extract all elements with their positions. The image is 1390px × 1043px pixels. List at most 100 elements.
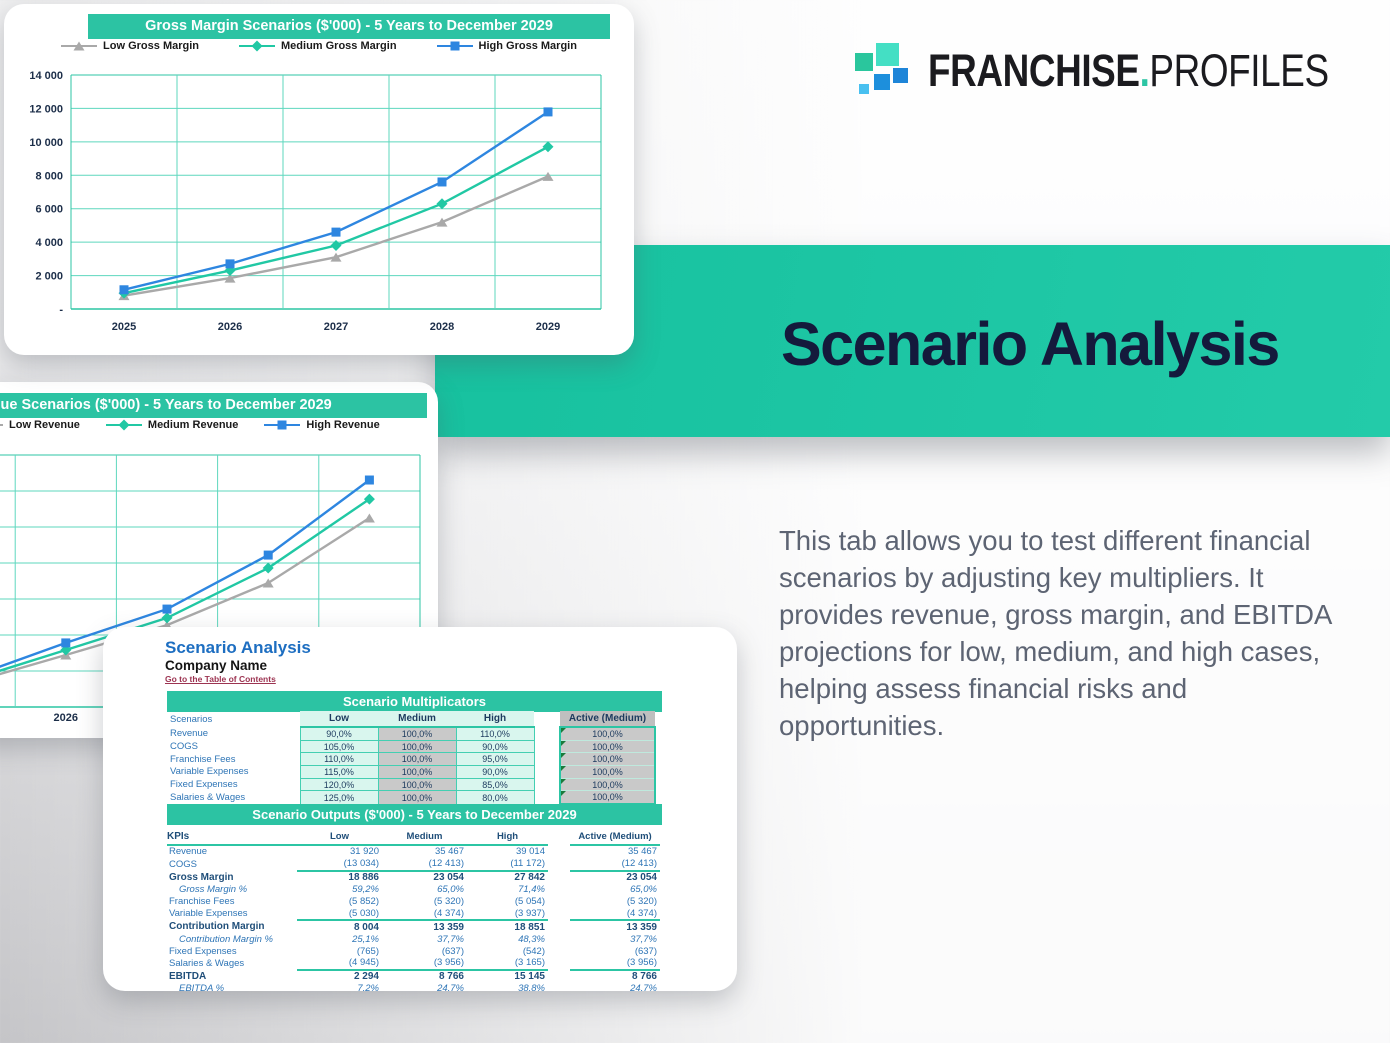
output-value: 39 014 <box>515 846 545 858</box>
multiplier-cell-low[interactable]: 105,0% <box>299 739 379 754</box>
output-value: 35 467 <box>434 846 464 858</box>
kpi-row-label: EBITDA <box>169 970 207 982</box>
multiplier-cell-active[interactable]: 100,0% <box>559 739 656 754</box>
scenarios-row-header: Scenarios <box>170 713 213 725</box>
svg-text:4 000: 4 000 <box>35 237 63 249</box>
legend-entry: High Gross Margin <box>436 40 577 52</box>
output-value: (542) <box>522 945 545 957</box>
multiplier-cell-medium[interactable]: 100,0% <box>377 777 457 792</box>
output-value: 23 054 <box>433 872 464 884</box>
output-value: 8 004 <box>353 921 379 933</box>
kpis-header: KPIs <box>167 826 297 846</box>
output-value: (3 165) <box>467 957 548 971</box>
output-value: (11 172) <box>467 857 548 872</box>
output-value: (12 413) <box>570 857 660 872</box>
multiplier-cell-active[interactable]: 100,0% <box>559 725 656 741</box>
multiplier-cell-medium[interactable]: 100,0% <box>377 765 457 779</box>
output-value: 18 851 <box>514 921 545 933</box>
scenario-outputs-table: KPIs Low Medium High Active (Medium) Revenue 3… <box>167 826 660 991</box>
output-value: 48,3% <box>518 933 545 945</box>
kpi-row-label: Franchise Fees <box>169 896 235 907</box>
multiplier-cell-low[interactable]: 110,0% <box>299 752 379 767</box>
chart-title: Revenue Scenarios ($'000) - 5 Years to D… <box>0 397 332 413</box>
scenario-multiplicators-table: Scenarios Low Medium High Active (Medium) Rev… <box>167 711 656 806</box>
legend-marker-icon <box>264 420 301 430</box>
legend-entry: Medium Gross Margin <box>239 40 397 52</box>
output-value: (5 852) <box>348 896 379 907</box>
multiplier-cell-high[interactable]: 95,0% <box>455 752 535 767</box>
legend-label: Medium Gross Margin <box>281 40 397 52</box>
table-of-contents-link[interactable]: Go to the Table of Contents <box>165 674 276 684</box>
logo-squares-icon <box>853 40 915 102</box>
multiplier-cell-low[interactable]: 115,0% <box>299 765 379 779</box>
kpi-row-label: EBITDA % <box>179 983 225 991</box>
multiplier-cell-active[interactable]: 100,0% <box>559 752 656 767</box>
output-value: (637) <box>441 945 464 957</box>
multiplier-cell-medium[interactable]: 100,0% <box>377 790 457 805</box>
svg-text:8 000: 8 000 <box>35 170 63 182</box>
legend-marker-icon <box>105 419 142 431</box>
output-column-header: Low <box>297 826 382 846</box>
multiplier-row-label: Salaries & Wages <box>170 792 246 804</box>
multiplier-column-header: Low <box>300 711 378 728</box>
svg-text:12 000: 12 000 <box>29 103 63 115</box>
multiplier-row-label: Revenue <box>170 728 209 740</box>
multiplier-cell-medium[interactable]: 100,0% <box>377 726 457 741</box>
output-column-header: Medium <box>382 826 467 846</box>
gross-margin-line-chart: - 2 000 4 000 6 000 8 000 10 000 12 000 14 000 2… <box>29 70 602 333</box>
multiplier-cell-medium[interactable]: 100,0% <box>377 752 457 767</box>
svg-text:2027: 2027 <box>324 321 348 333</box>
output-value: (5 320) <box>626 896 657 907</box>
output-value: 8 766 <box>631 971 657 983</box>
output-value: 59,2% <box>352 884 379 896</box>
output-column-header: High <box>467 826 548 846</box>
multiplier-cell-low[interactable]: 125,0% <box>299 790 379 805</box>
output-value: 13 359 <box>433 921 464 933</box>
output-value: 37,7% <box>437 933 464 945</box>
multiplier-cell-low[interactable]: 120,0% <box>299 777 379 792</box>
svg-text:2 000: 2 000 <box>35 271 63 283</box>
chart-title-bar: Gross Margin Scenarios ($'000) - 5 Years… <box>88 14 610 39</box>
multiplier-cell-active[interactable]: 100,0% <box>559 790 656 806</box>
svg-text:2029: 2029 <box>536 321 560 333</box>
output-value: (12 413) <box>382 857 467 872</box>
multiplier-cell-active[interactable]: 100,0% <box>559 777 656 792</box>
multiplier-cell-high[interactable]: 110,0% <box>455 726 535 741</box>
legend-label: High Gross Margin <box>478 40 577 52</box>
multiplier-cell-high[interactable]: 80,0% <box>455 790 535 805</box>
multiplier-cell-high[interactable]: 85,0% <box>455 777 535 792</box>
multiplier-cell-high[interactable]: 90,0% <box>455 765 535 779</box>
svg-text:10 000: 10 000 <box>29 137 63 149</box>
multiplier-cell-medium[interactable]: 100,0% <box>377 739 457 754</box>
chart-legend: Low Revenue Medium Revenue High Revenue <box>0 419 380 431</box>
svg-text:2026: 2026 <box>218 321 242 333</box>
output-value: 31 920 <box>349 846 379 858</box>
output-value: 18 886 <box>348 872 379 884</box>
multiplier-cell-high[interactable]: 90,0% <box>455 739 535 754</box>
output-value: (4 374) <box>382 907 467 922</box>
output-value: (5 030) <box>297 907 382 922</box>
output-value: (4 945) <box>297 957 382 971</box>
page-title: Scenario Analysis <box>781 310 1280 378</box>
legend-label: High Revenue <box>306 419 380 431</box>
kpi-row-label: Fixed Expenses <box>169 945 237 957</box>
multiplier-cell-active[interactable]: 100,0% <box>559 765 656 779</box>
sheet-title: Scenario Analysis <box>165 638 311 657</box>
legend-entry: Medium Revenue <box>105 419 238 431</box>
brand-secondary: PROFILES <box>1149 45 1329 96</box>
legend-marker-icon <box>61 41 98 51</box>
output-value: 23 054 <box>626 872 657 884</box>
output-value: 15 145 <box>514 971 545 983</box>
output-value: 24,7% <box>437 983 464 991</box>
output-value: (5 054) <box>514 896 545 907</box>
svg-text:2025: 2025 <box>112 321 136 333</box>
gross-margin-scenarios-chart-card: Gross Margin Scenarios ($'000) - 5 Years… <box>4 4 634 355</box>
multiplier-cell-low[interactable]: 90,0% <box>299 726 379 741</box>
output-value: 71,4% <box>518 884 545 896</box>
legend-label: Low Revenue <box>9 419 80 431</box>
kpi-row-label: Contribution Margin % <box>179 933 273 945</box>
legend-marker-icon <box>239 40 276 52</box>
brand-name: FRANCHISE.PROFILES <box>928 45 1329 97</box>
output-value: 8 766 <box>438 971 464 983</box>
brand-primary: FRANCHISE <box>928 45 1140 96</box>
